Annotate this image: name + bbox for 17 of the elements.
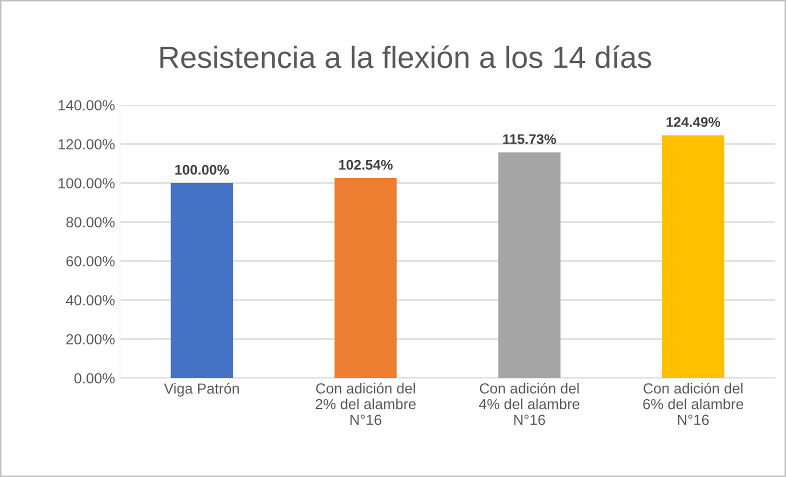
x-tick-label: Con adición del 6% del alambre N°16 [643, 382, 744, 425]
y-tick-label: 60.00% [66, 256, 115, 266]
chart-title: Resistencia a la flexión a los 14 días [160, 45, 652, 68]
y-tick-label: 100.00% [58, 178, 115, 188]
data-label: 100.00% [175, 164, 229, 175]
data-label: 102.54% [339, 160, 393, 170]
y-tick-label: 140.00% [58, 100, 115, 110]
y-tick-label: 20.00% [66, 334, 115, 344]
x-tick-label: Con adición del 2% del alambre N°16 [316, 382, 416, 425]
x-tick-label: Con adición del 4% del alambre N°16 [479, 382, 580, 425]
y-tick-label: 120.00% [58, 139, 115, 150]
y-tick-label: 40.00% [66, 295, 115, 306]
x-tick-label: Viga Patrón [164, 382, 239, 397]
y-tick-label: 0.00% [74, 373, 115, 384]
data-label: 115.73% [503, 134, 556, 144]
data-label: 124.49% [666, 117, 720, 127]
y-tick-label: 80.00% [66, 217, 115, 228]
